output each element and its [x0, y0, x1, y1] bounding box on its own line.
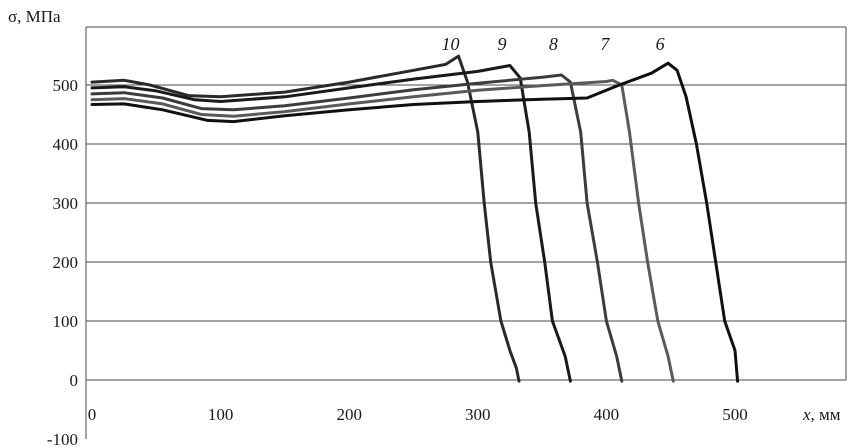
series-label-8: 8 [549, 34, 558, 54]
series-label-7: 7 [600, 34, 610, 54]
y-axis-label: σ, МПа [8, 7, 61, 26]
series-line-6 [90, 61, 740, 383]
y-tick-label: 0 [70, 371, 79, 390]
y-tick-label: 500 [53, 76, 79, 95]
series-line-8 [90, 73, 624, 383]
grid-lines [86, 26, 846, 381]
series-line-7 [90, 78, 675, 383]
y-tick-label: -100 [47, 430, 78, 448]
x-tick-label: 500 [722, 405, 748, 424]
axes [85, 27, 847, 439]
series-line-10 [90, 54, 521, 383]
series-labels: 10 9 8 7 6 [442, 34, 665, 54]
series-line-9 [90, 64, 572, 383]
y-tick-labels: 500 400 300 200 100 0 -100 [47, 76, 78, 448]
x-tick-label: 300 [465, 405, 491, 424]
series-label-9: 9 [497, 34, 506, 54]
series-label-10: 10 [442, 34, 460, 54]
x-tick-label: 400 [594, 405, 620, 424]
x-tick-label: 200 [336, 405, 362, 424]
x-tick-label: 100 [208, 405, 234, 424]
y-tick-label: 100 [53, 312, 79, 331]
y-tick-label: 300 [53, 194, 79, 213]
x-axis-label-unit: , мм [811, 405, 841, 424]
x-tick-label: 0 [88, 405, 97, 424]
x-tick-labels: 0 100 200 300 400 500 [88, 405, 748, 424]
series-label-6: 6 [656, 34, 665, 54]
x-axis-label: x, мм [802, 405, 841, 424]
y-tick-label: 400 [53, 135, 79, 154]
y-tick-label: 200 [53, 253, 79, 272]
x-axis-label-var: x [802, 405, 811, 424]
series-lines [90, 54, 740, 383]
